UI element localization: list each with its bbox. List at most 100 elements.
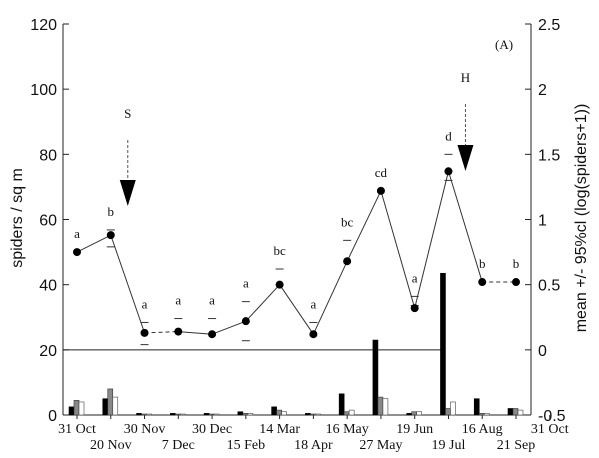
bar-white <box>416 411 422 416</box>
left-tick-label: 40 <box>39 278 57 295</box>
line-segment <box>76 234 111 253</box>
x-tick-label: 31 Oct <box>531 422 569 437</box>
significance-letter: b <box>108 204 115 219</box>
right-tick-label: -0.5 <box>538 408 566 425</box>
bar-black <box>237 411 244 416</box>
right-tick-label: 0.5 <box>538 278 560 295</box>
right-tick-label: 1.5 <box>538 147 560 164</box>
right-tick-label: 1 <box>538 213 547 230</box>
bar-black <box>440 272 446 416</box>
bar-gray <box>478 413 485 416</box>
bar-black <box>271 406 277 416</box>
x-tick-label: 30 Nov <box>124 422 166 437</box>
left-axis-label: spiders / sq m <box>9 168 26 268</box>
bar-white <box>382 398 389 416</box>
significance-letter: a <box>310 296 316 311</box>
bar-gray <box>343 411 350 416</box>
bar-black <box>338 393 345 416</box>
annotation-arrow-head <box>119 180 136 206</box>
x-tick-label: 27 May <box>359 438 402 453</box>
x-tick-label: 15 Feb <box>227 438 266 453</box>
line-segment <box>346 190 382 262</box>
left-tick-label: 20 <box>39 343 57 360</box>
bars <box>68 272 524 416</box>
mean-point <box>140 328 149 337</box>
mean-line <box>76 171 516 335</box>
significance-letter: b <box>479 256 486 271</box>
mean-point <box>444 167 453 176</box>
bar-white <box>517 409 524 416</box>
line-segment <box>447 171 483 283</box>
x-tick-label: 19 Jun <box>396 422 433 437</box>
bar-white <box>180 413 186 416</box>
bar-white <box>348 409 355 416</box>
x-tick-label: 7 Dec <box>162 438 195 453</box>
right-ticks: -0.5 0 0.5 1 1.5 2 2.5 <box>525 17 566 425</box>
bar-black <box>203 413 210 416</box>
line-segment <box>312 260 348 335</box>
bar-black <box>102 398 109 416</box>
mean-point <box>275 280 284 289</box>
x-tick-label: 31 Oct <box>58 422 96 437</box>
bar-white <box>450 401 456 416</box>
mean-point <box>241 317 250 326</box>
right-tick-label: 2.5 <box>538 17 560 34</box>
bar-gray <box>141 413 147 416</box>
line-segment <box>178 331 213 335</box>
right-tick-label: 0 <box>538 343 547 360</box>
bar-white <box>146 413 152 416</box>
mean-point <box>208 330 217 339</box>
line-segment <box>414 171 449 309</box>
line-segment <box>211 320 247 335</box>
panel-label: (A) <box>495 37 513 52</box>
bar-black <box>68 406 75 416</box>
significance-letter: a <box>142 296 148 311</box>
significance-letter: bc <box>273 243 286 258</box>
annotation-label: H <box>461 70 470 85</box>
significance-letter: bc <box>341 214 354 229</box>
bar-white <box>483 413 490 416</box>
right-axis-label: mean +/- 95%cl (log(spiders+1)) <box>573 104 590 333</box>
bar-white <box>281 411 287 416</box>
mean-point <box>343 257 352 266</box>
bar-black <box>372 339 379 416</box>
significance-letters: a b a a a a bc a bc cd a d b b <box>74 128 519 311</box>
mean-point <box>106 231 115 240</box>
bar-gray <box>208 413 215 416</box>
bar-gray <box>377 396 384 416</box>
right-tick-label: 2 <box>538 82 547 99</box>
left-tick-label: 100 <box>30 82 57 99</box>
bar-gray <box>175 413 181 416</box>
bar-gray <box>445 408 451 416</box>
significance-letter: b <box>513 256 520 271</box>
annotation-arrow-head <box>457 145 474 171</box>
bar-black <box>170 413 176 416</box>
bar-gray <box>242 413 249 416</box>
line-segment <box>380 190 416 309</box>
x-tick-label: 21 Sep <box>497 438 536 453</box>
mean-point <box>512 278 520 287</box>
bar-black <box>406 413 412 416</box>
significance-letter: cd <box>375 165 388 180</box>
line-segment <box>245 284 280 322</box>
x-tick-label: 16 May <box>326 422 369 437</box>
x-tick-label: 16 Aug <box>462 422 503 437</box>
bar-white <box>213 413 220 416</box>
x-tick-label: 30 Dec <box>192 422 232 437</box>
confidence-intervals <box>106 153 453 346</box>
significance-letter: a <box>74 226 80 241</box>
bar-black <box>136 413 142 416</box>
x-tick-label: 14 Mar <box>259 422 300 437</box>
mean-points <box>73 167 520 339</box>
event-annotations: SH <box>119 70 474 206</box>
significance-letter: a <box>175 293 181 308</box>
line-segment <box>110 234 146 334</box>
bar-white <box>315 413 321 416</box>
bar-black <box>473 398 480 416</box>
significance-letter: a <box>243 276 249 291</box>
x-tick-label: 18 Apr <box>294 438 333 453</box>
left-tick-label: 80 <box>39 147 57 164</box>
bar-gray <box>107 388 114 416</box>
line-segment <box>144 331 179 334</box>
